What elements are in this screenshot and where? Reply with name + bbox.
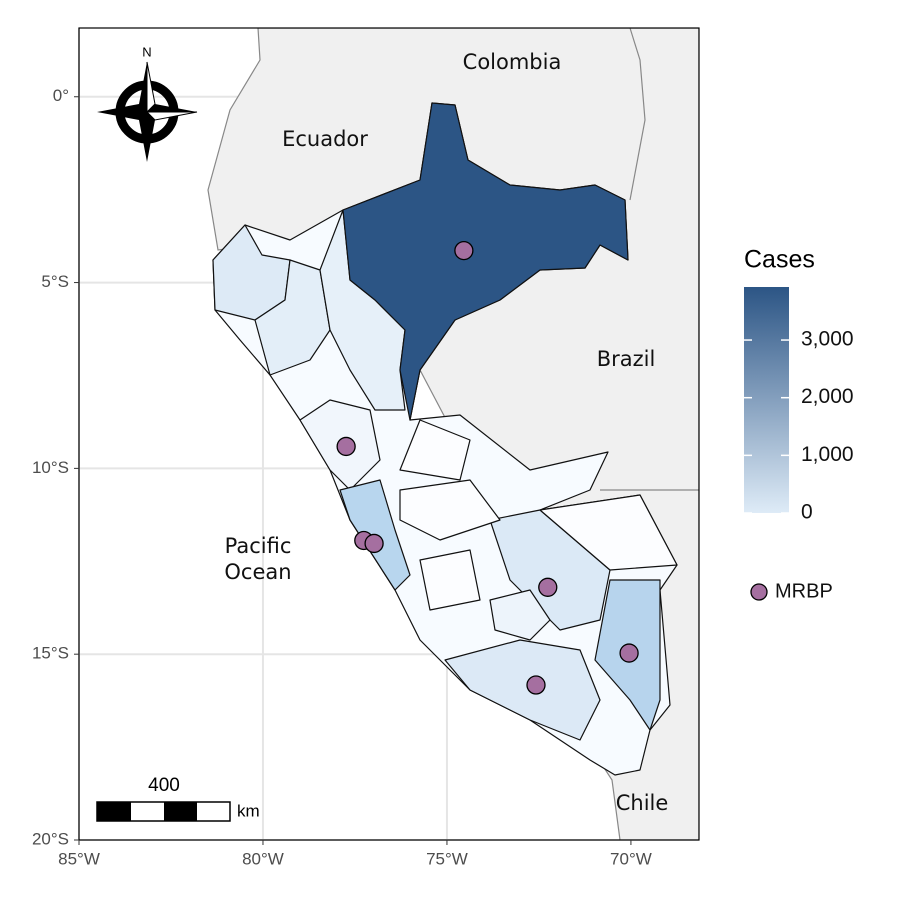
mrbp-point [364,533,384,554]
region [399,419,678,611]
place-label: Chile [616,791,669,815]
mrbp-point [526,675,546,695]
border-lines [600,28,699,491]
colorbar-label: 1,000 [801,443,854,466]
region-loreto [342,102,629,421]
x-tick-label: 75°W [426,849,468,868]
scale-distance: 400 [148,775,180,796]
y-tick-label: 15°S [32,644,69,663]
colorbar-label: 2,000 [801,385,854,408]
place-label: Brazil [597,347,656,371]
scale-bar: 400 km [96,775,260,822]
mrbp-point [619,643,639,663]
compass: N [97,44,198,162]
legend-point [750,583,768,601]
mrbp-point [336,436,356,457]
scale-unit: km [237,801,260,820]
y-tick-label: 0° [53,86,69,105]
y-tick-label: 5°S [41,272,69,291]
place-label: Pacific [225,534,292,558]
colorbar-label: 3,000 [801,328,854,351]
legend: Cases 0 1,000 2,000 3,000 MRBP [744,246,854,602]
colorbar-label: 0 [801,501,813,524]
plot-border [78,27,700,841]
mrbp-point [454,240,474,261]
region [444,639,601,741]
colorbar [744,287,789,513]
x-tick-label: 80°W [242,849,284,868]
x-tick-label: 85°W [58,849,100,868]
legend-title: Cases [744,246,815,274]
place-label: Ecuador [282,127,368,151]
points [336,240,639,695]
y-tick-label: 10°S [32,458,69,477]
place-label: Colombia [463,50,562,74]
region [489,589,551,641]
place-label: Ocean [224,560,291,584]
legend-label: MRBP [775,580,833,602]
mrbp-point [538,577,558,597]
x-tick-label: 70°W [610,849,652,868]
y-tick-label: 20°S [32,829,69,848]
compass-label: N [142,44,151,59]
